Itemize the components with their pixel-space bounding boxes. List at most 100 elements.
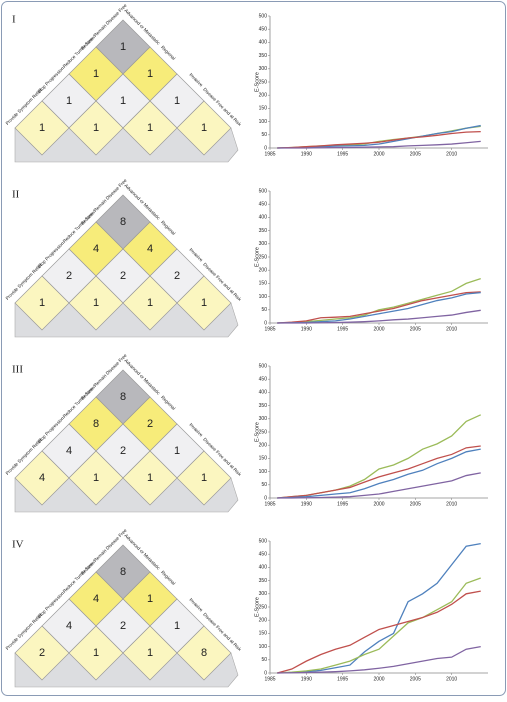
x-tick-label: 1990 bbox=[301, 151, 312, 157]
y-tick-label: 150 bbox=[259, 281, 268, 287]
panel-label: III bbox=[12, 364, 23, 376]
y-tick-label: 450 bbox=[259, 202, 268, 208]
cell-value: 1 bbox=[120, 41, 126, 53]
cell-value: 1 bbox=[39, 297, 45, 309]
cell-value: 2 bbox=[120, 620, 126, 632]
y-tick-label: 400 bbox=[259, 215, 268, 221]
y-tick-label: 450 bbox=[259, 552, 268, 558]
cell-value: 4 bbox=[93, 593, 99, 605]
y-tick-label: 50 bbox=[261, 657, 267, 663]
x-tick-label: 2010 bbox=[446, 676, 457, 682]
panel-label: IV bbox=[12, 539, 24, 551]
x-tick-label: 1985 bbox=[264, 501, 275, 507]
x-tick-label: 1985 bbox=[264, 151, 275, 157]
pyramid-cell bbox=[176, 100, 232, 156]
y-tick-label: 100 bbox=[259, 469, 268, 475]
panel-label: II bbox=[12, 189, 20, 201]
x-tick-label: 1985 bbox=[264, 326, 275, 332]
y-tick-label: 500 bbox=[259, 363, 268, 369]
y-axis-label: E-Score bbox=[254, 72, 260, 92]
x-tick-label: 2000 bbox=[373, 151, 384, 157]
x-tick-label: 1995 bbox=[337, 151, 348, 157]
cell-value: 1 bbox=[39, 122, 45, 134]
y-axis-label: E-Score bbox=[254, 247, 260, 267]
cell-value: 1 bbox=[93, 122, 99, 134]
cell-value: 1 bbox=[93, 297, 99, 309]
pyramid-cell bbox=[68, 625, 124, 681]
pyramid-cell bbox=[14, 625, 70, 681]
pyramid-cell bbox=[68, 450, 124, 506]
y-tick-label: 400 bbox=[259, 40, 268, 46]
y-tick-label: 300 bbox=[259, 416, 268, 422]
cell-value: 4 bbox=[93, 243, 99, 255]
cell-value: 1 bbox=[201, 472, 207, 484]
pyramid-cell bbox=[176, 450, 232, 506]
y-tick-label: 300 bbox=[259, 241, 268, 247]
pyramid-cell bbox=[14, 450, 70, 506]
cell-value: 2 bbox=[66, 270, 72, 282]
y-axis-label: E-Score bbox=[254, 597, 260, 617]
y-tick-label: 250 bbox=[259, 254, 268, 260]
x-tick-label: 2000 bbox=[373, 326, 384, 332]
y-tick-label: 300 bbox=[259, 66, 268, 72]
y-tick-label: 0 bbox=[264, 320, 267, 326]
x-tick-label: 1990 bbox=[301, 326, 312, 332]
x-tick-label: 2005 bbox=[410, 676, 421, 682]
cell-value: 8 bbox=[120, 216, 126, 228]
y-tick-label: 500 bbox=[259, 538, 268, 544]
series-line bbox=[277, 291, 481, 324]
series-line bbox=[277, 140, 481, 149]
pyramid-cell bbox=[14, 100, 70, 156]
y-tick-label: 450 bbox=[259, 377, 268, 383]
pyramid-cell bbox=[14, 275, 70, 331]
y-tick-label: 50 bbox=[261, 482, 267, 488]
cell-value: 8 bbox=[93, 418, 99, 430]
y-tick-label: 350 bbox=[259, 228, 268, 234]
y-tick-label: 200 bbox=[259, 93, 268, 99]
x-tick-label: 1990 bbox=[301, 501, 312, 507]
y-tick-label: 200 bbox=[259, 618, 268, 624]
cell-value: 1 bbox=[201, 122, 207, 134]
y-tick-label: 100 bbox=[259, 294, 268, 300]
series-line bbox=[277, 445, 481, 499]
pyramid-cell bbox=[122, 450, 178, 506]
cell-value: 1 bbox=[66, 95, 72, 107]
series-line bbox=[277, 590, 481, 674]
y-tick-label: 500 bbox=[259, 13, 268, 19]
y-tick-label: 350 bbox=[259, 403, 268, 409]
y-axis-label: E-Score bbox=[254, 422, 260, 442]
cell-value: 8 bbox=[120, 391, 126, 403]
cell-value: 1 bbox=[174, 95, 180, 107]
cell-value: 4 bbox=[66, 445, 72, 457]
x-tick-label: 1995 bbox=[337, 676, 348, 682]
series-line bbox=[277, 309, 481, 324]
x-tick-label: 2000 bbox=[373, 676, 384, 682]
pyramid-cell bbox=[122, 100, 178, 156]
y-tick-label: 200 bbox=[259, 268, 268, 274]
cell-value: 1 bbox=[93, 68, 99, 80]
cell-value: 1 bbox=[201, 297, 207, 309]
series-line bbox=[277, 577, 481, 674]
cell-value: 8 bbox=[120, 566, 126, 578]
pyramid-cell bbox=[68, 100, 124, 156]
cell-value: 1 bbox=[147, 647, 153, 659]
x-tick-label: 2010 bbox=[446, 151, 457, 157]
cell-value: 2 bbox=[147, 418, 153, 430]
pyramid-cell bbox=[176, 625, 232, 681]
x-tick-label: 2005 bbox=[410, 501, 421, 507]
x-tick-label: 1995 bbox=[337, 326, 348, 332]
y-tick-label: 0 bbox=[264, 670, 267, 676]
y-tick-label: 150 bbox=[259, 456, 268, 462]
pyramid-cell bbox=[176, 275, 232, 331]
y-tick-label: 200 bbox=[259, 443, 268, 449]
cell-value: 1 bbox=[147, 68, 153, 80]
y-tick-label: 0 bbox=[264, 145, 267, 151]
y-tick-label: 50 bbox=[261, 307, 267, 313]
y-tick-label: 350 bbox=[259, 53, 268, 59]
y-tick-label: 100 bbox=[259, 644, 268, 650]
cell-value: 1 bbox=[147, 297, 153, 309]
y-tick-label: 450 bbox=[259, 27, 268, 33]
cell-value: 4 bbox=[66, 620, 72, 632]
y-tick-label: 300 bbox=[259, 591, 268, 597]
